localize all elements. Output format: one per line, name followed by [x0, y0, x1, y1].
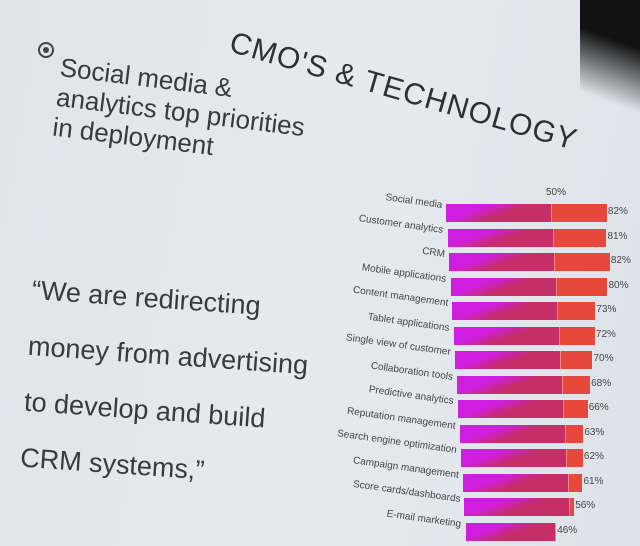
bar [449, 253, 610, 271]
bar [455, 351, 593, 369]
chart-row: E-mail marketing [0, 508, 462, 539]
bar-segment-below-marker [456, 375, 562, 394]
value-label: 82% [610, 255, 631, 266]
value-label: 72% [595, 328, 616, 340]
bar-segment-above-marker [567, 473, 583, 492]
category-label: Social media [384, 192, 443, 211]
bar-segment-above-marker [554, 253, 610, 271]
bar-segment-above-marker [558, 326, 595, 345]
bar-segment-above-marker [566, 449, 583, 467]
bar [458, 400, 588, 418]
bar-segment-below-marker [450, 277, 556, 296]
value-label: 61% [583, 475, 604, 487]
bar-segment-above-marker [569, 498, 575, 516]
bar-segment-below-marker [465, 522, 556, 541]
value-label: 63% [584, 426, 605, 438]
bar [446, 204, 607, 222]
bar-segment-above-marker [560, 351, 593, 369]
bar [452, 302, 596, 320]
bar-segment-below-marker [446, 204, 552, 222]
projector-edge-shadow [580, 0, 640, 140]
bar-segment-above-marker [557, 302, 596, 320]
bar-segment-above-marker [555, 277, 608, 296]
value-label: 73% [596, 304, 617, 315]
bar [447, 228, 607, 247]
chart-row: Customer analytics [0, 213, 445, 245]
bar-segment-below-marker [447, 228, 553, 247]
bar-segment-below-marker [453, 326, 559, 345]
bar [461, 449, 583, 467]
bar [450, 277, 608, 296]
value-label: 80% [608, 279, 629, 291]
bar-segment-below-marker [455, 351, 561, 369]
value-label: 81% [607, 230, 628, 242]
value-label: 68% [591, 377, 612, 389]
bar-segment-below-marker [459, 424, 565, 443]
value-label: 62% [583, 451, 604, 462]
value-label: 46% [557, 524, 578, 536]
value-label: 82% [607, 206, 628, 217]
value-label: 56% [575, 500, 596, 511]
value-label: 66% [588, 402, 609, 413]
bar-segment-above-marker [564, 424, 584, 443]
bar [465, 522, 557, 541]
bar-segment-above-marker [561, 375, 591, 394]
bar-segment-above-marker [551, 204, 607, 222]
bar [459, 424, 584, 443]
bar-segment-below-marker [449, 253, 555, 271]
circle-bullet-icon [38, 42, 54, 58]
bar-segment-above-marker [555, 522, 557, 541]
bar-segment-below-marker [464, 498, 570, 516]
bar-segment-below-marker [461, 449, 567, 467]
bar-segment-below-marker [458, 400, 564, 418]
bar [464, 498, 575, 516]
bar-segment-below-marker [452, 302, 558, 320]
value-label: 70% [593, 353, 614, 364]
category-label: CRM [421, 245, 446, 260]
bar [456, 375, 591, 394]
bar-segment-above-marker [563, 400, 588, 418]
bar-segment-below-marker [462, 473, 568, 492]
bar [462, 473, 583, 492]
reference-marker-label: 50% [546, 187, 567, 198]
bar-segment-above-marker [552, 228, 607, 247]
bar [453, 326, 595, 345]
